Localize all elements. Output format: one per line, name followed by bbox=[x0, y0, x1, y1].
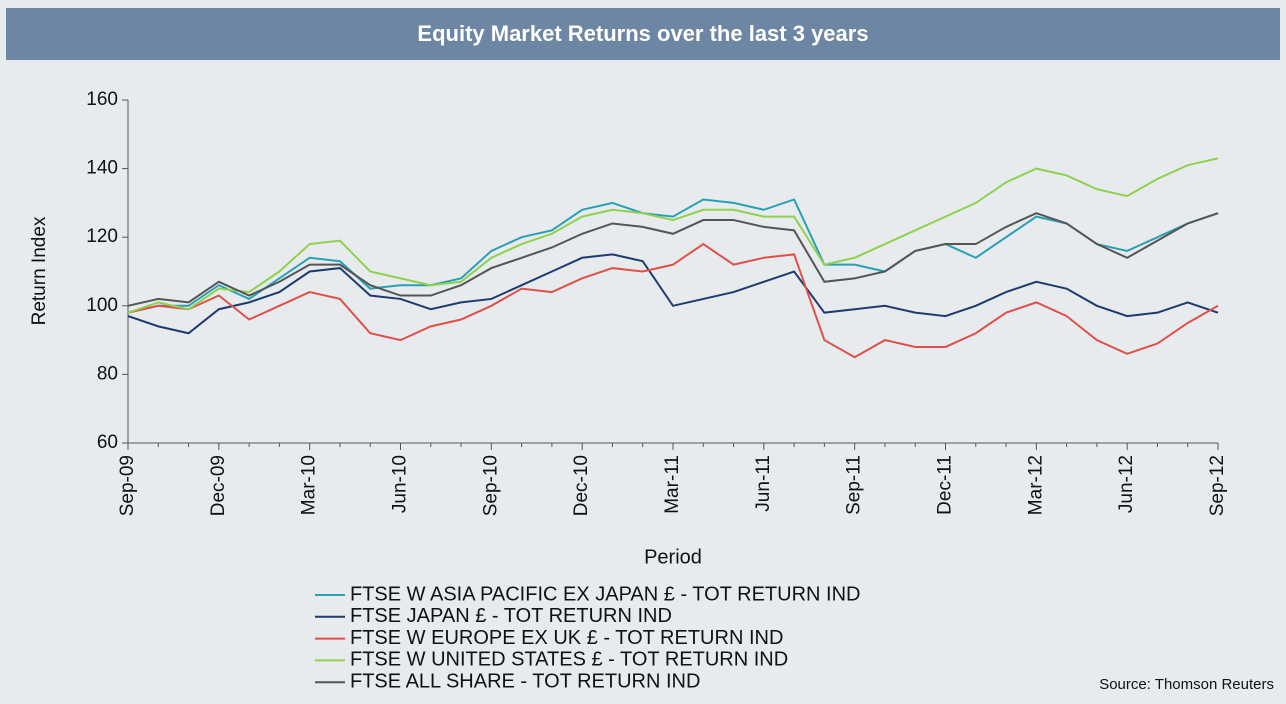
series-line bbox=[127, 253, 1219, 335]
source: Source: Thomson Reuters bbox=[1099, 676, 1274, 693]
title-bar bbox=[6, 8, 1280, 60]
y-axis-label: Return Index bbox=[29, 216, 50, 325]
legend-label: FTSE JAPAN £ - TOT RETURN IND bbox=[350, 605, 672, 627]
legend-label: FTSE W ASIA PACIFIC EX JAPAN £ - TOT RET… bbox=[350, 583, 860, 605]
x-tick-label: Jun-10 bbox=[390, 455, 411, 513]
x-tick-label: Dec-11 bbox=[935, 455, 956, 515]
y-tick-label: 140 bbox=[86, 158, 118, 179]
y-tick-label: 100 bbox=[86, 295, 118, 316]
chart-title: Equity Market Returns over the last 3 ye… bbox=[417, 21, 868, 46]
legend-label: FTSE W UNITED STATES £ - TOT RETURN IND bbox=[350, 649, 788, 671]
x-tick-label: Mar-10 bbox=[299, 455, 320, 515]
x-tick-label: Jun-11 bbox=[753, 455, 774, 512]
x-axis-label: Period bbox=[644, 546, 702, 568]
y-tick-label: 60 bbox=[97, 432, 118, 453]
series-line bbox=[127, 157, 1219, 314]
x-tick-label: Mar-12 bbox=[1025, 455, 1046, 515]
series-line bbox=[127, 212, 1219, 307]
x-tick-label: Sep-11 bbox=[844, 455, 865, 515]
x-tick-label: Sep-10 bbox=[480, 455, 501, 516]
y-tick-label: 80 bbox=[97, 363, 118, 384]
x-tick-label: Dec-10 bbox=[571, 455, 592, 516]
y-tick-label: 120 bbox=[86, 226, 118, 247]
x-tick-label: Jun-12 bbox=[1116, 455, 1137, 513]
y-tick-label: 160 bbox=[86, 89, 118, 110]
legend-label: FTSE W EUROPE EX UK £ - TOT RETURN IND bbox=[350, 627, 783, 649]
x-tick-label: Mar-11 bbox=[662, 455, 683, 514]
x-tick-label: Sep-09 bbox=[117, 455, 138, 516]
legend-label: FTSE ALL SHARE - TOT RETURN IND bbox=[350, 670, 700, 692]
x-tick-label: Dec-09 bbox=[208, 455, 229, 516]
series-line bbox=[127, 198, 1219, 314]
x-tick-label: Sep-12 bbox=[1207, 455, 1228, 516]
series-line bbox=[127, 242, 1219, 359]
